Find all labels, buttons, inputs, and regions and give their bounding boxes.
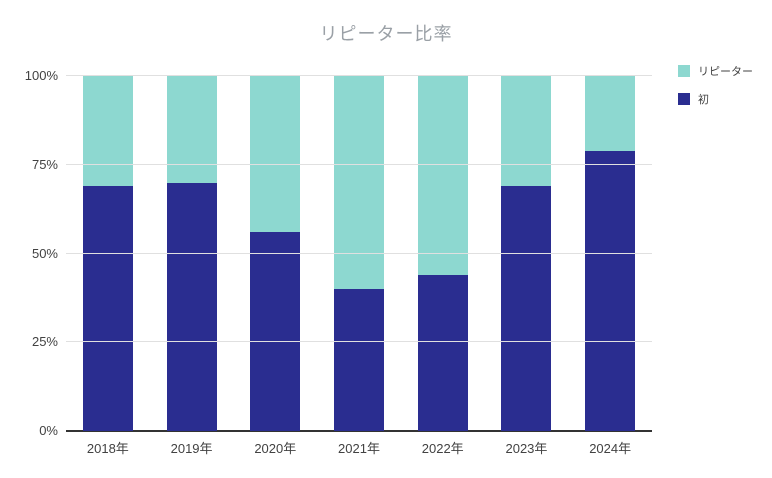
x-axis-label: 2018年 <box>86 441 129 456</box>
x-axis-labels: 2018年 2019年 2020年 2021年 2022年 2023年 2024年 <box>66 438 652 457</box>
bar-segment-first-2023[interactable] <box>501 186 552 431</box>
bar-2020 <box>250 76 301 431</box>
x-axis-label: 2022年 <box>421 441 464 456</box>
gridline <box>66 341 652 343</box>
bar-2023 <box>501 76 552 431</box>
bar-segment-first-2019[interactable] <box>166 182 217 431</box>
legend-item-first[interactable]: 初 <box>678 91 753 107</box>
x-axis-label: 2023年 <box>505 441 548 456</box>
bar-2022 <box>417 76 468 431</box>
bar-segment-repeater-2021[interactable] <box>333 76 384 289</box>
bar-segment-repeater-2023[interactable] <box>501 76 552 187</box>
bar-2019 <box>166 76 217 431</box>
bar-segment-first-2024[interactable] <box>585 150 636 431</box>
plot-area <box>66 75 652 432</box>
legend: リピーター 初 <box>678 63 753 119</box>
legend-swatch-repeater-icon <box>678 65 690 77</box>
legend-swatch-first-icon <box>678 93 690 105</box>
chart-title: リピーター比率 <box>319 24 453 44</box>
bar-segment-repeater-2018[interactable] <box>82 76 133 187</box>
legend-label-first: 初 <box>698 94 709 106</box>
bar-segment-first-2022[interactable] <box>417 274 468 431</box>
bars <box>66 76 652 431</box>
gridline <box>66 163 652 165</box>
x-axis-label: 2020年 <box>254 441 297 456</box>
y-axis-tick-label: 50% <box>31 245 58 261</box>
bar-2021 <box>333 76 384 431</box>
x-axis-label: 2024年 <box>589 441 632 456</box>
y-axis-tick-label: 0% <box>39 423 58 438</box>
y-axis-tick-label: 25% <box>31 334 58 350</box>
bar-2018 <box>82 76 133 431</box>
bar-2024 <box>585 76 636 431</box>
bar-segment-repeater-2024[interactable] <box>585 76 636 151</box>
bar-segment-repeater-2019[interactable] <box>166 76 217 183</box>
legend-item-repeater[interactable]: リピーター <box>678 63 753 79</box>
bar-segment-first-2018[interactable] <box>82 186 133 431</box>
bar-segment-first-2020[interactable] <box>250 232 301 431</box>
bar-segment-repeater-2020[interactable] <box>250 76 301 233</box>
y-axis-tick-label: 100% <box>24 68 58 83</box>
legend-label-repeater: リピーター <box>698 66 753 78</box>
x-axis-label: 2019年 <box>170 441 213 456</box>
x-axis-label: 2021年 <box>338 441 380 456</box>
gridline <box>66 252 652 254</box>
x-axis-line <box>66 430 652 432</box>
bar-segment-first-2021[interactable] <box>333 289 384 431</box>
bar-segment-repeater-2022[interactable] <box>417 76 468 275</box>
y-axis-tick-label: 75% <box>31 156 58 172</box>
gridline <box>66 75 652 76</box>
